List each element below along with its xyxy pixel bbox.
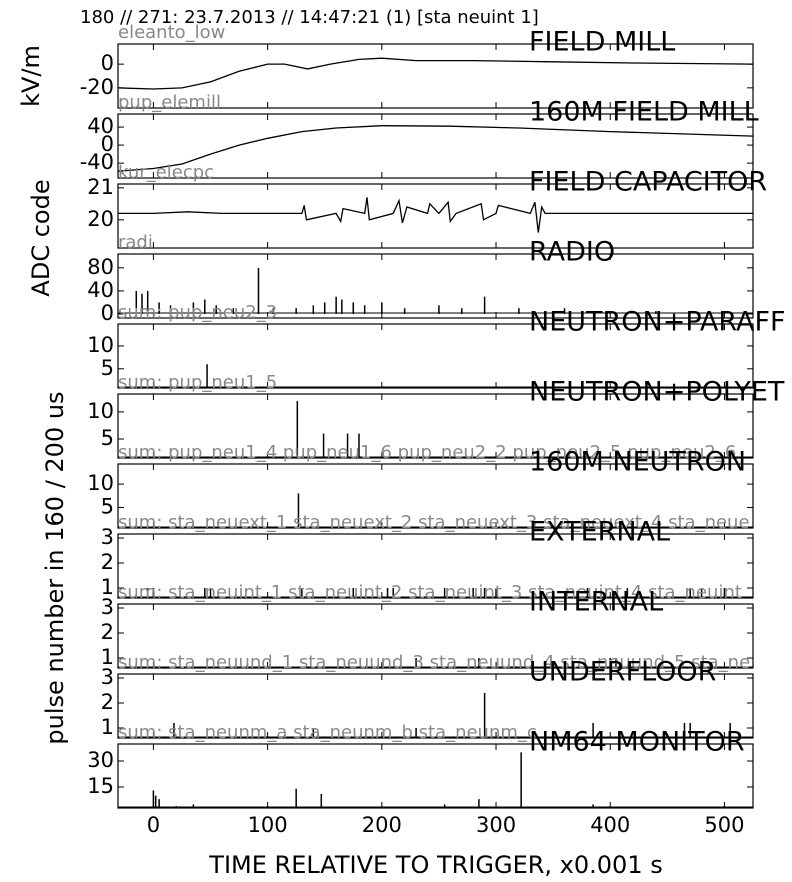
header: 180 // 271: 23.7.2013 // 14:47:21 (1) [s… [80, 7, 539, 28]
y-tick-label: 3 [101, 665, 114, 689]
panel-frame [117, 463, 754, 529]
y-tick-label: 10 [87, 399, 114, 423]
y-tick-label: 3 [101, 595, 114, 619]
panel-title: NEUTRON+POLYET [529, 377, 785, 408]
panel-title: RADIO [529, 237, 615, 268]
x-tick-label: 200 [362, 813, 402, 837]
panel-frame [117, 533, 754, 599]
panel-frame [117, 183, 754, 249]
panel-title: INTERNAL [529, 587, 663, 618]
panel-frame [117, 253, 754, 319]
panel-frame [117, 673, 754, 739]
data-line [117, 57, 754, 90]
y-axis-label: ADC code [27, 179, 55, 296]
y-tick-label: 0 [101, 132, 114, 156]
y-tick-label: -20 [80, 75, 114, 99]
x-axis-label: TIME RELATIVE TO TRIGGER, x0.001 s [208, 851, 662, 879]
x-tick-label: 400 [590, 813, 630, 837]
panel-title: NEUTRON+PARAFF [529, 307, 786, 338]
x-tick-label: 300 [476, 813, 516, 837]
panel-source: sum: pup_neu1_5 [118, 372, 277, 393]
panel-source: sum: sta_neuext_1 sta_neuext_2 sta_neuex… [118, 512, 750, 533]
y-tick-label: 10 [87, 471, 114, 495]
y-tick-label: 15 [87, 774, 114, 798]
y-tick-label: 30 [87, 748, 114, 772]
panel-source: sum: sta_neunm_a sta_neunm_b sta_neunm_c [118, 722, 537, 743]
panel-source: eleanto_low [118, 22, 225, 43]
panel-title: FIELD CAPACITOR [529, 167, 767, 198]
y-axis-label: pulse number in 160 / 200 us [41, 391, 69, 744]
data-line [117, 125, 754, 172]
panel-frame [117, 113, 754, 179]
y-tick-label: 1 [101, 575, 114, 599]
panel-frame [117, 43, 754, 109]
y-tick-label: 20 [87, 207, 114, 231]
y-tick-label: 21 [87, 175, 114, 199]
x-tick-label: 100 [248, 813, 288, 837]
y-tick-label: 5 [101, 356, 114, 380]
y-tick-label: 2 [101, 550, 114, 574]
data-line [118, 197, 753, 233]
panel-source: pup_elemill [118, 92, 221, 113]
panel-title: NM64 MONITOR [529, 727, 745, 758]
panel-source: sum: pup_neu1_4 pup_neu1_6 pup_neu2_2 pu… [118, 442, 736, 463]
y-tick-label: 5 [101, 426, 114, 450]
panel-title: 160M NEUTRON [529, 447, 746, 478]
y-tick-label: 10 [87, 333, 114, 357]
y-tick-label: 3 [101, 525, 114, 549]
y-tick-label: -40 [80, 150, 114, 174]
y-tick-label: 1 [101, 715, 114, 739]
panel-source: sum: sta_neuund_1 sta_neuund_3 sta_neuun… [118, 652, 750, 673]
y-tick-label: 0 [101, 51, 114, 75]
x-tick-label: 500 [704, 813, 744, 837]
panel-title: EXTERNAL [529, 517, 670, 548]
panel-source: sum: sta_neuint_1 sta_neuint_2 sta_neuin… [118, 582, 742, 603]
x-tick-label: 0 [147, 813, 160, 837]
y-tick-label: 2 [101, 690, 114, 714]
panel-title: UNDERFLOOR [529, 657, 716, 688]
panel-frame [117, 323, 754, 389]
y-tick-label: 0 [101, 301, 114, 325]
panel-source: sum: pup_neu2_3 [118, 302, 277, 323]
panel-title: 160M FIELD MILL [529, 97, 759, 128]
y-axis-label: kV/m [17, 45, 45, 107]
y-tick-label: 1 [101, 645, 114, 669]
panel-frame [117, 743, 754, 809]
y-tick-label: 80 [87, 255, 114, 279]
panel-frame [117, 393, 754, 459]
y-tick-label: 2 [101, 620, 114, 644]
panel-frame [117, 603, 754, 669]
panel-source: kur_elecpc [118, 162, 214, 183]
y-tick-label: 40 [87, 278, 114, 302]
panel-source: radi [118, 232, 153, 253]
y-tick-label: 40 [87, 114, 114, 138]
panel-title: FIELD MILL [529, 27, 675, 58]
y-tick-label: 5 [101, 494, 114, 518]
